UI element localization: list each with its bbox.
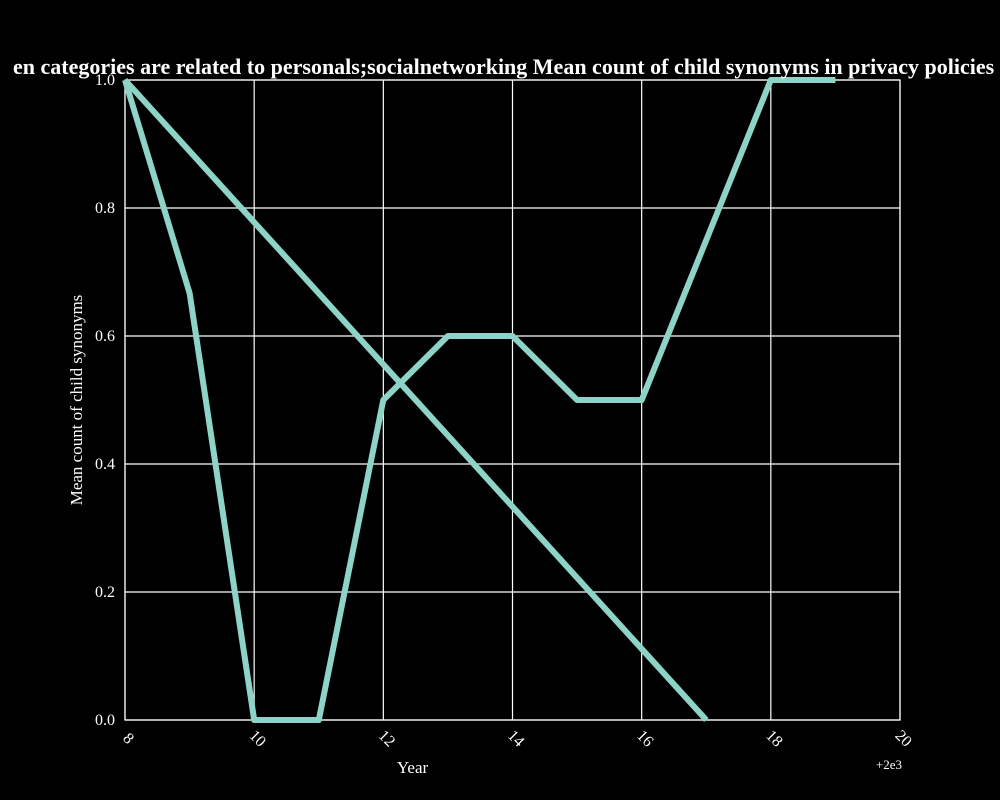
- y-axis-label: Mean count of child synonyms: [67, 295, 86, 506]
- chart-title: en categories are related to personals;s…: [13, 54, 1000, 79]
- y-tick-label: 0.8: [95, 200, 115, 217]
- y-tick-label: 0.2: [95, 584, 115, 601]
- series-line-2: [122, 77, 709, 723]
- y-tick-label: 0.4: [95, 456, 115, 473]
- plot-frame: [124, 79, 901, 721]
- series-layer: [122, 77, 836, 723]
- y-tick-label: 0.0: [95, 712, 115, 729]
- y-tick-label: 0.6: [95, 328, 115, 345]
- y-tick-label: 1.0: [95, 72, 115, 89]
- series-line-1: [122, 77, 836, 723]
- x-axis-offset-label: +2e3: [876, 757, 902, 772]
- x-axis-label: Year: [397, 758, 429, 777]
